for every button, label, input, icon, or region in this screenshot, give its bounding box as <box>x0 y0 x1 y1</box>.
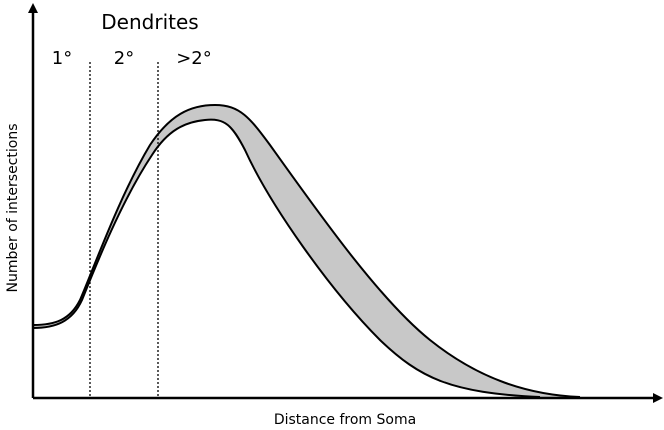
region-label: 1° <box>52 48 72 69</box>
title: Dendrites <box>101 10 198 34</box>
lower-curve <box>32 118 541 398</box>
region-label: 2° <box>114 48 134 69</box>
region-label: >2° <box>176 48 212 69</box>
upper-curve <box>32 103 581 398</box>
y-axis-label: Number of intersections <box>5 124 21 293</box>
band-mask <box>33 119 540 397</box>
x-axis-label: Distance from Soma <box>274 412 416 428</box>
